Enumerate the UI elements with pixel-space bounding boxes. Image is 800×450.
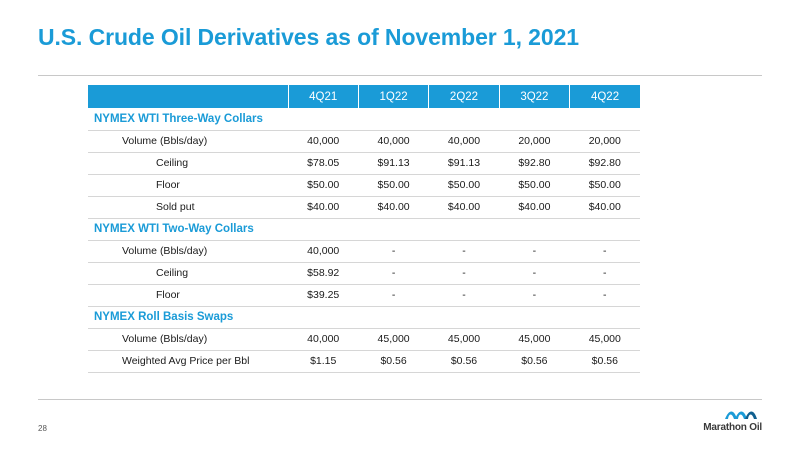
- table-cell: $50.00: [569, 174, 640, 197]
- table-cell: 40,000: [288, 240, 359, 263]
- row-label: Volume (Bbls/day): [88, 130, 289, 153]
- table-cell: -: [428, 240, 500, 263]
- table-cell: $0.56: [358, 350, 429, 373]
- table-cell: -: [499, 240, 570, 263]
- table-cell: 45,000: [358, 328, 429, 351]
- table-header-row: 4Q21 1Q22 2Q22 3Q22 4Q22: [88, 85, 640, 108]
- section-title: NYMEX WTI Three-Way Collars: [88, 108, 640, 131]
- table-cell: -: [499, 284, 570, 307]
- row-label: Floor: [88, 174, 289, 197]
- table-cell: $92.80: [569, 152, 640, 175]
- table-cell: $40.00: [499, 196, 570, 219]
- table-cell: -: [569, 284, 640, 307]
- table-cell: 40,000: [288, 130, 359, 153]
- table-cell: $0.56: [569, 350, 640, 373]
- table-row: Sold put $40.00 $40.00 $40.00 $40.00 $40…: [88, 196, 640, 219]
- table-cell: -: [358, 240, 429, 263]
- derivatives-table: 4Q21 1Q22 2Q22 3Q22 4Q22 NYMEX WTI Three…: [88, 85, 640, 373]
- table-cell: $92.80: [499, 152, 570, 175]
- table-cell: $40.00: [358, 196, 429, 219]
- table-cell: 20,000: [569, 130, 640, 153]
- column-header: 2Q22: [428, 85, 500, 108]
- table-cell: 45,000: [499, 328, 570, 351]
- row-label: Ceiling: [88, 262, 289, 285]
- table-cell: $0.56: [428, 350, 500, 373]
- table-cell: $50.00: [428, 174, 500, 197]
- table-row: Ceiling $58.92 - - - -: [88, 262, 640, 285]
- table-cell: $50.00: [288, 174, 359, 197]
- row-label: Floor: [88, 284, 289, 307]
- table-row: Floor $39.25 - - - -: [88, 284, 640, 307]
- table-cell: -: [428, 284, 500, 307]
- table-cell: 45,000: [569, 328, 640, 351]
- logo-wave-icon: [725, 411, 757, 419]
- table-cell: $50.00: [358, 174, 429, 197]
- column-header: 1Q22: [357, 85, 429, 108]
- marathon-oil-logo: Marathon Oil: [692, 408, 762, 434]
- row-label: Sold put: [88, 196, 289, 219]
- column-header: 4Q21: [287, 85, 359, 108]
- section-title: NYMEX WTI Two-Way Collars: [88, 218, 640, 241]
- top-divider: [38, 75, 762, 76]
- section-title: NYMEX Roll Basis Swaps: [88, 306, 640, 329]
- table-cell: -: [569, 262, 640, 285]
- section-header-row: NYMEX WTI Two-Way Collars: [88, 218, 640, 241]
- table-cell: $40.00: [569, 196, 640, 219]
- table-cell: $78.05: [288, 152, 359, 175]
- row-label: Ceiling: [88, 152, 289, 175]
- table-cell: $40.00: [288, 196, 359, 219]
- table-row: Weighted Avg Price per Bbl $1.15 $0.56 $…: [88, 350, 640, 373]
- table-cell: $50.00: [499, 174, 570, 197]
- table-cell: 40,000: [428, 130, 500, 153]
- table-cell: $1.15: [288, 350, 359, 373]
- table-cell: -: [428, 262, 500, 285]
- table-cell: -: [358, 262, 429, 285]
- row-label: Weighted Avg Price per Bbl: [88, 350, 289, 373]
- table-row: Ceiling $78.05 $91.13 $91.13 $92.80 $92.…: [88, 152, 640, 175]
- table-cell: $91.13: [428, 152, 500, 175]
- table-cell: $58.92: [288, 262, 359, 285]
- table-cell: -: [358, 284, 429, 307]
- table-cell: 40,000: [358, 130, 429, 153]
- table-row: Volume (Bbls/day) 40,000 45,000 45,000 4…: [88, 328, 640, 351]
- table-cell: $39.25: [288, 284, 359, 307]
- header-blank-cell: [88, 85, 289, 108]
- section-header-row: NYMEX Roll Basis Swaps: [88, 306, 640, 329]
- column-header: 3Q22: [498, 85, 570, 108]
- table-cell: 40,000: [288, 328, 359, 351]
- bottom-divider: [38, 399, 762, 400]
- logo-wordmark: Marathon Oil: [703, 422, 762, 433]
- table-cell: 45,000: [428, 328, 500, 351]
- table-row: Volume (Bbls/day) 40,000 40,000 40,000 2…: [88, 130, 640, 153]
- row-label: Volume (Bbls/day): [88, 328, 289, 351]
- table-row: Floor $50.00 $50.00 $50.00 $50.00 $50.00: [88, 174, 640, 197]
- row-label: Volume (Bbls/day): [88, 240, 289, 263]
- table-cell: $91.13: [358, 152, 429, 175]
- table-cell: 20,000: [499, 130, 570, 153]
- section-header-row: NYMEX WTI Three-Way Collars: [88, 108, 640, 131]
- table-cell: $0.56: [499, 350, 570, 373]
- column-header: 4Q22: [569, 85, 640, 108]
- table-cell: $40.00: [428, 196, 500, 219]
- page-number: 28: [38, 424, 47, 433]
- table-row: Volume (Bbls/day) 40,000 - - - -: [88, 240, 640, 263]
- slide-title: U.S. Crude Oil Derivatives as of Novembe…: [38, 24, 579, 50]
- table-cell: -: [569, 240, 640, 263]
- table-cell: -: [499, 262, 570, 285]
